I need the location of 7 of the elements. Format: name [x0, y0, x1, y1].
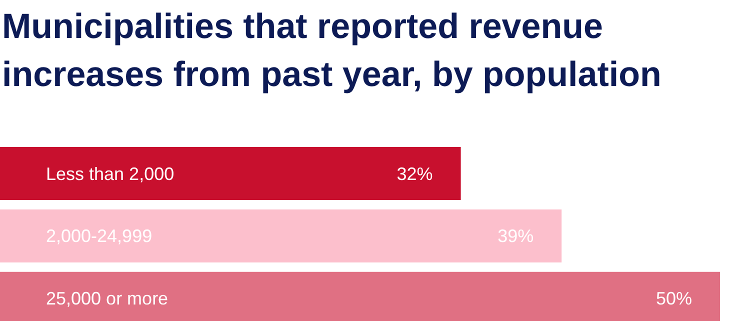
- y-tick-label: 2,000-24,999: [46, 226, 152, 246]
- data-label: 39%: [498, 226, 534, 246]
- y-tick-label: Less than 2,000: [46, 164, 174, 184]
- y-tick-label: 25,000 or more: [46, 288, 168, 309]
- data-label: 50%: [656, 288, 692, 309]
- data-label: 32%: [396, 164, 433, 184]
- chart-title: Municipalities that reported revenue increases from past year, by population: [2, 7, 662, 94]
